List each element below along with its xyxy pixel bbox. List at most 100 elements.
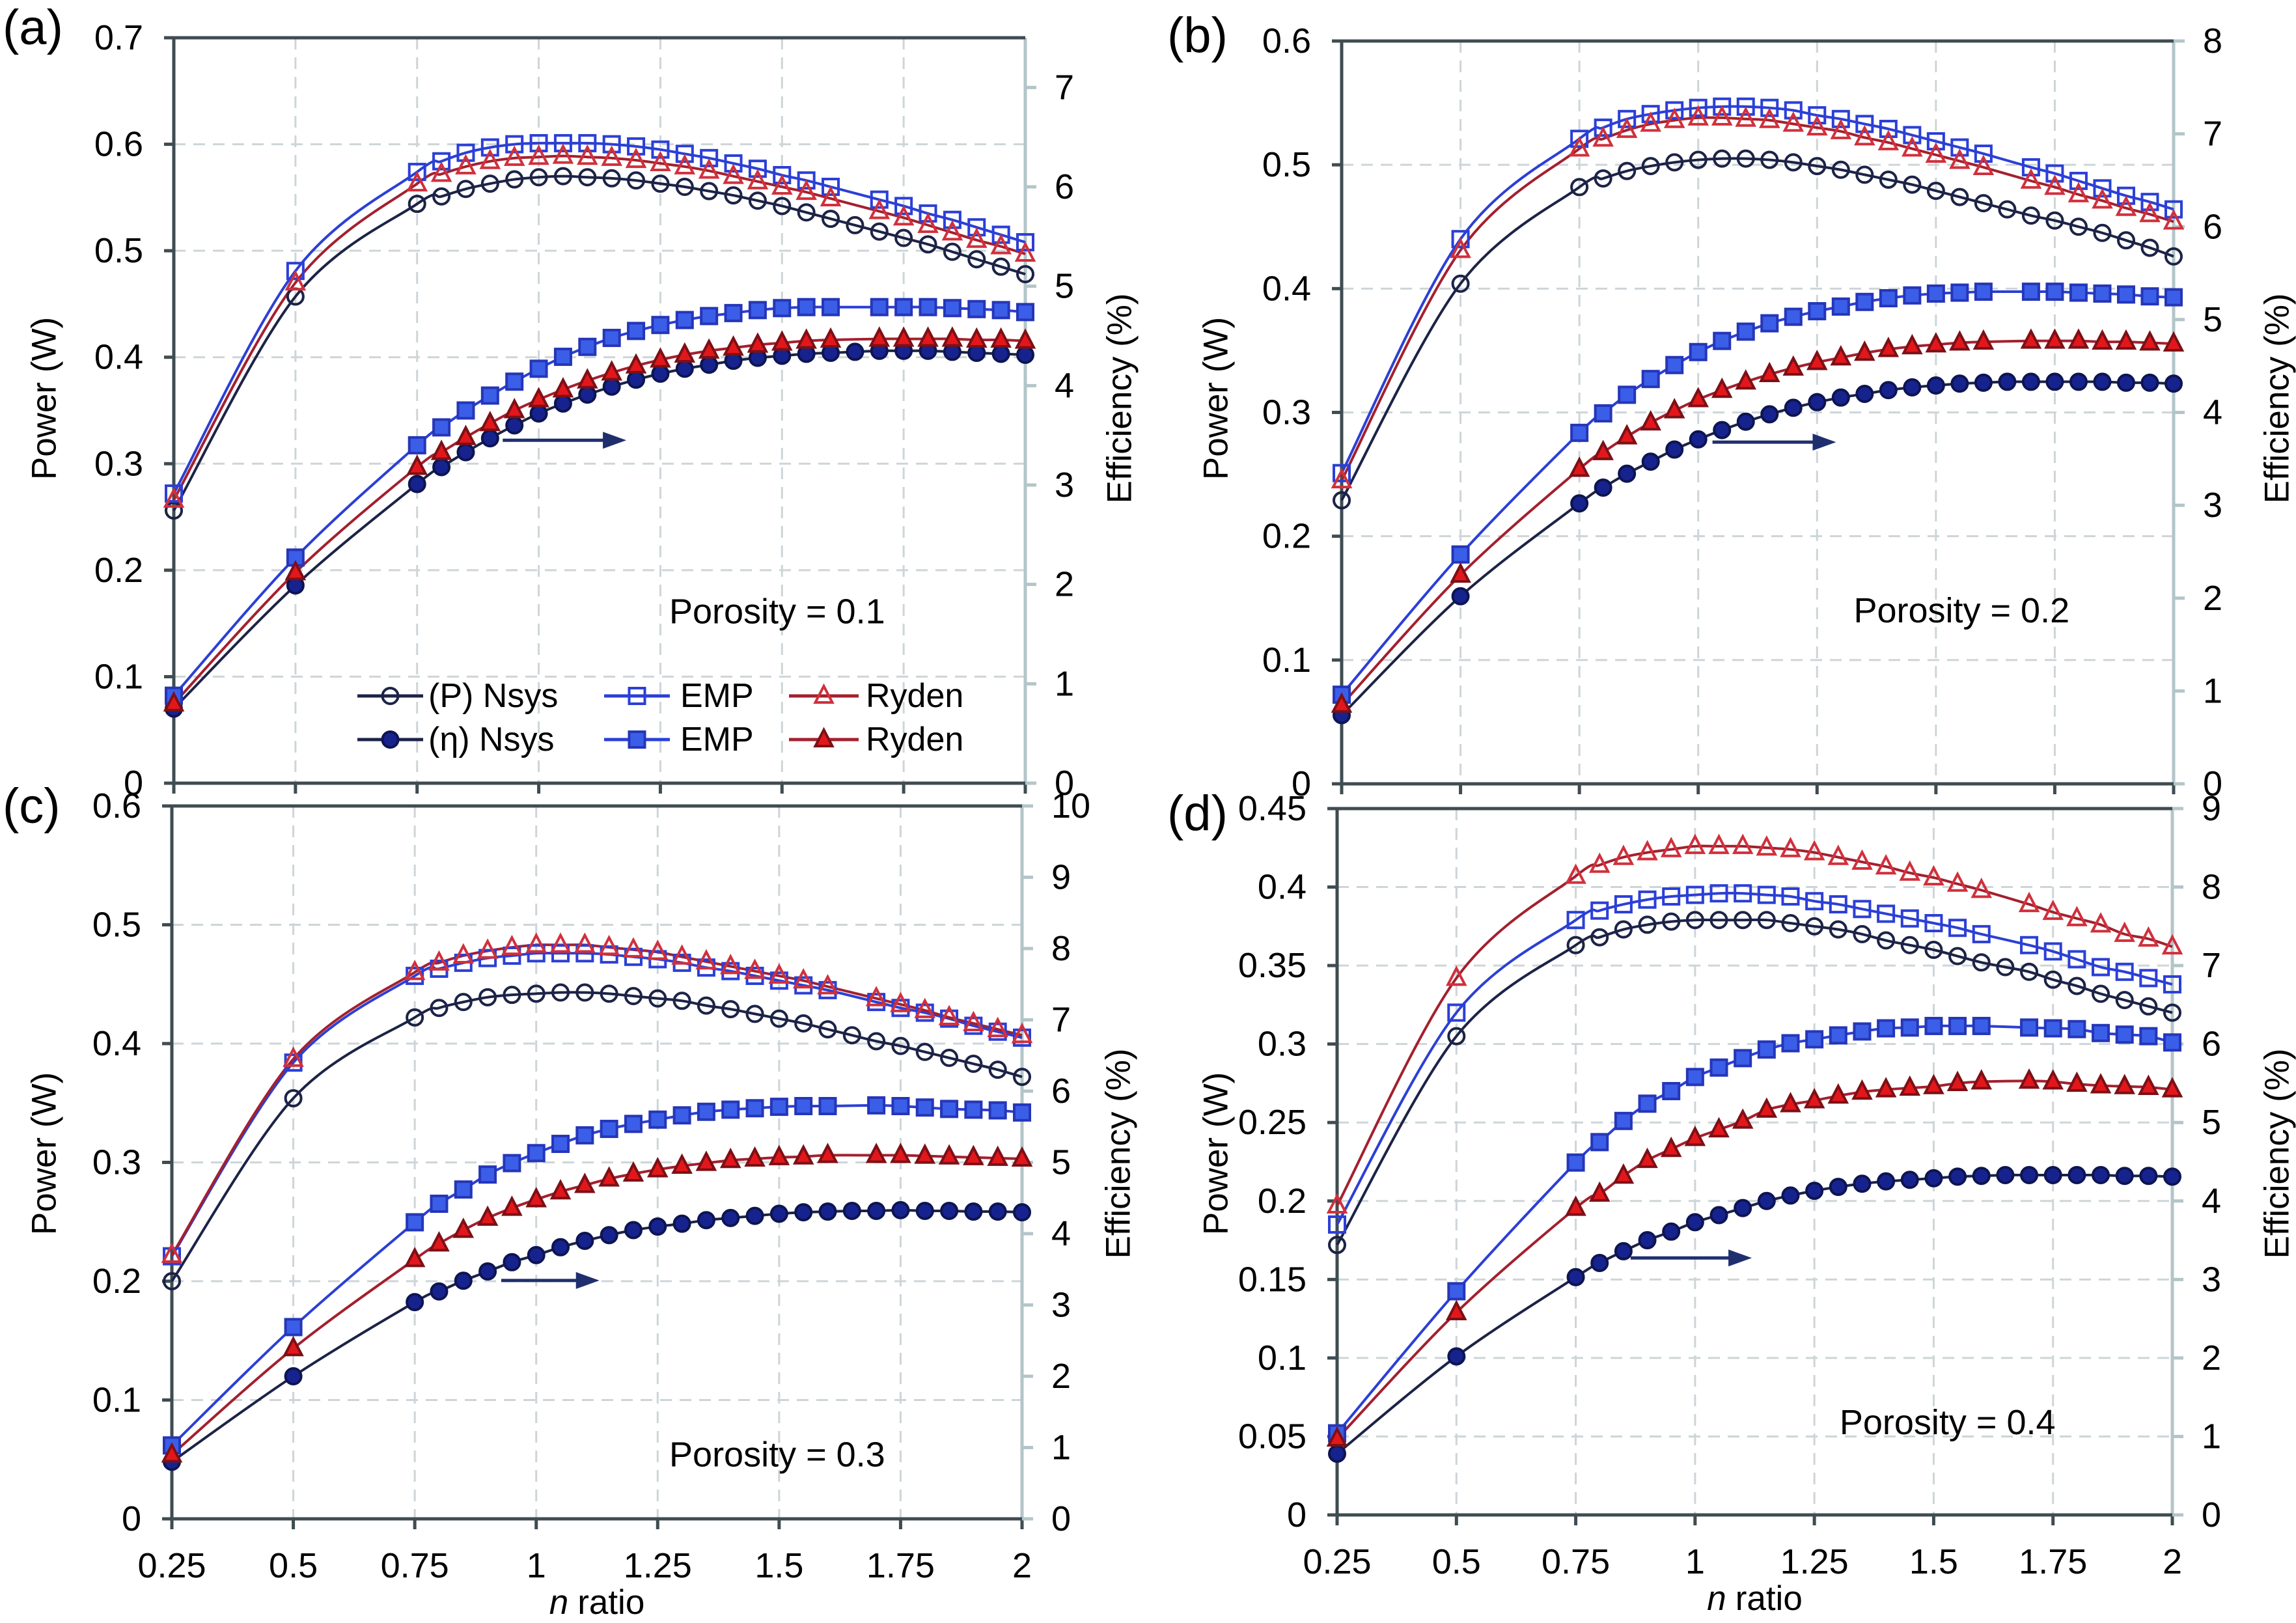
marker-efficiency-emp bbox=[891, 1096, 910, 1115]
marker-power-nsys bbox=[1662, 912, 1681, 931]
marker-efficiency-nsys bbox=[1760, 405, 1779, 424]
marker-power-nsys bbox=[1590, 928, 1609, 947]
ytick-label-left: 0.6 bbox=[1262, 21, 1311, 61]
marker-power-nsys bbox=[432, 187, 451, 206]
marker-efficiency-emp bbox=[1590, 1133, 1609, 1152]
xtick-label: 1.25 bbox=[1780, 1542, 1849, 1581]
marker-efficiency-ryden bbox=[574, 1172, 596, 1193]
marker-power-emp bbox=[2140, 193, 2159, 212]
ytick-label-right: 9 bbox=[1051, 858, 1071, 897]
marker-power-ryden bbox=[2138, 926, 2159, 947]
marker-power-nsys bbox=[1734, 911, 1752, 930]
marker-efficiency-ryden bbox=[914, 1143, 936, 1164]
marker-efficiency-ryden bbox=[1877, 337, 1900, 357]
marker-power-nsys bbox=[578, 168, 597, 187]
ytick-label-right: 5 bbox=[1055, 267, 1074, 306]
marker-efficiency-nsys bbox=[1853, 1174, 1872, 1193]
marker-power-emp bbox=[602, 135, 621, 154]
ytick-label-left: 0.1 bbox=[1262, 641, 1311, 680]
marker-efficiency-ryden bbox=[1782, 355, 1805, 376]
arrow-head bbox=[603, 432, 627, 449]
marker-power-ryden bbox=[671, 944, 693, 965]
marker-power-emp bbox=[1879, 120, 1898, 139]
line-power-ryden bbox=[173, 154, 1026, 501]
marker-efficiency-ryden bbox=[525, 1187, 547, 1208]
marker-efficiency-emp bbox=[1614, 1111, 1633, 1130]
series-group bbox=[161, 932, 1033, 1471]
marker-efficiency-nsys bbox=[867, 1201, 886, 1220]
marker-efficiency-emp bbox=[1713, 331, 1732, 350]
ytick-label-right: 0 bbox=[2203, 764, 2222, 803]
marker-efficiency-emp bbox=[940, 1100, 959, 1118]
marker-efficiency-nsys bbox=[1590, 1254, 1609, 1273]
marker-power-nsys bbox=[1781, 914, 1800, 933]
marker-power-nsys bbox=[1950, 187, 1969, 206]
marker-efficiency-emp bbox=[1685, 1068, 1704, 1087]
marker-efficiency-emp bbox=[1451, 545, 1470, 564]
marker-efficiency-nsys bbox=[527, 1245, 546, 1264]
marker-efficiency-emp bbox=[769, 1098, 788, 1117]
marker-efficiency-nsys bbox=[651, 365, 670, 383]
marker-power-ryden bbox=[501, 934, 523, 956]
marker-power-nsys bbox=[2115, 991, 2134, 1010]
marker-power-emp bbox=[1447, 1003, 1466, 1022]
marker-power-emp bbox=[1685, 885, 1704, 904]
marker-power-emp bbox=[1781, 887, 1800, 906]
ytick-label-right: 7 bbox=[1055, 68, 1074, 107]
marker-efficiency-emp bbox=[432, 418, 451, 437]
marker-power-emp bbox=[1713, 97, 1732, 116]
markers-power-nsys bbox=[163, 983, 1031, 1290]
marker-efficiency-ryden bbox=[1588, 1181, 1611, 1202]
marker-power-nsys bbox=[672, 992, 691, 1010]
marker-efficiency-nsys bbox=[1451, 587, 1470, 605]
markers-efficiency-emp bbox=[1333, 283, 2183, 704]
panel-label: (c) bbox=[3, 779, 61, 834]
marker-efficiency-ryden bbox=[1971, 1069, 1993, 1090]
marker-power-nsys bbox=[2165, 247, 2183, 266]
markers-power-nsys bbox=[165, 167, 1034, 520]
marker-power-emp bbox=[503, 946, 521, 965]
xtick-label: 2 bbox=[1012, 1546, 1032, 1585]
marker-efficiency-ryden bbox=[549, 1179, 572, 1200]
marker-efficiency-ryden bbox=[941, 326, 963, 347]
marker-power-ryden bbox=[768, 963, 790, 984]
legend-item: EMP bbox=[604, 721, 754, 758]
marker-efficiency-nsys bbox=[1757, 1191, 1776, 1210]
ytick-label-right: 3 bbox=[2203, 486, 2222, 525]
marker-power-emp bbox=[1333, 464, 1351, 482]
marker-power-emp bbox=[1662, 887, 1681, 906]
marker-efficiency-emp bbox=[284, 1318, 303, 1337]
ytick-label-right: 8 bbox=[1051, 929, 1071, 968]
marker-power-nsys bbox=[818, 1020, 837, 1039]
marker-efficiency-emp bbox=[575, 1126, 594, 1144]
marker-power-ryden bbox=[406, 171, 428, 192]
marker-power-emp bbox=[915, 1003, 934, 1022]
marker-power-nsys bbox=[624, 987, 643, 1005]
marker-power-emp bbox=[432, 152, 451, 171]
legend-label: Ryden bbox=[866, 677, 963, 715]
marker-power-ryden bbox=[625, 147, 647, 169]
marker-efficiency-emp bbox=[454, 1180, 473, 1199]
marker-efficiency-emp bbox=[2068, 1020, 2086, 1038]
marker-efficiency-nsys bbox=[2093, 372, 2112, 391]
marker-power-emp bbox=[2165, 200, 2183, 219]
marker-power-nsys bbox=[627, 171, 646, 190]
marker-efficiency-ryden bbox=[1827, 1083, 1849, 1104]
marker-power-nsys bbox=[1805, 917, 1824, 936]
marker-power-ryden bbox=[549, 932, 572, 953]
marker-power-nsys bbox=[1879, 170, 1898, 189]
marker-efficiency-ryden bbox=[601, 360, 622, 381]
marker-efficiency-nsys bbox=[1805, 1182, 1824, 1200]
marker-power-ryden bbox=[1899, 860, 1921, 881]
marker-power-ryden bbox=[817, 974, 838, 995]
marker-efficiency-emp bbox=[919, 298, 937, 316]
marker-efficiency-nsys bbox=[1641, 452, 1660, 471]
marker-efficiency-nsys bbox=[480, 429, 499, 448]
ytick-label-left: 0.5 bbox=[1262, 145, 1311, 184]
x-axis-title-text: ratio bbox=[1736, 1579, 1803, 1618]
marker-efficiency-ryden bbox=[1711, 377, 1733, 398]
marker-power-nsys bbox=[1594, 169, 1612, 188]
marker-efficiency-nsys bbox=[1879, 381, 1898, 400]
legend-label: (η) Nsys bbox=[428, 721, 555, 758]
marker-power-ryden bbox=[1972, 154, 1995, 175]
